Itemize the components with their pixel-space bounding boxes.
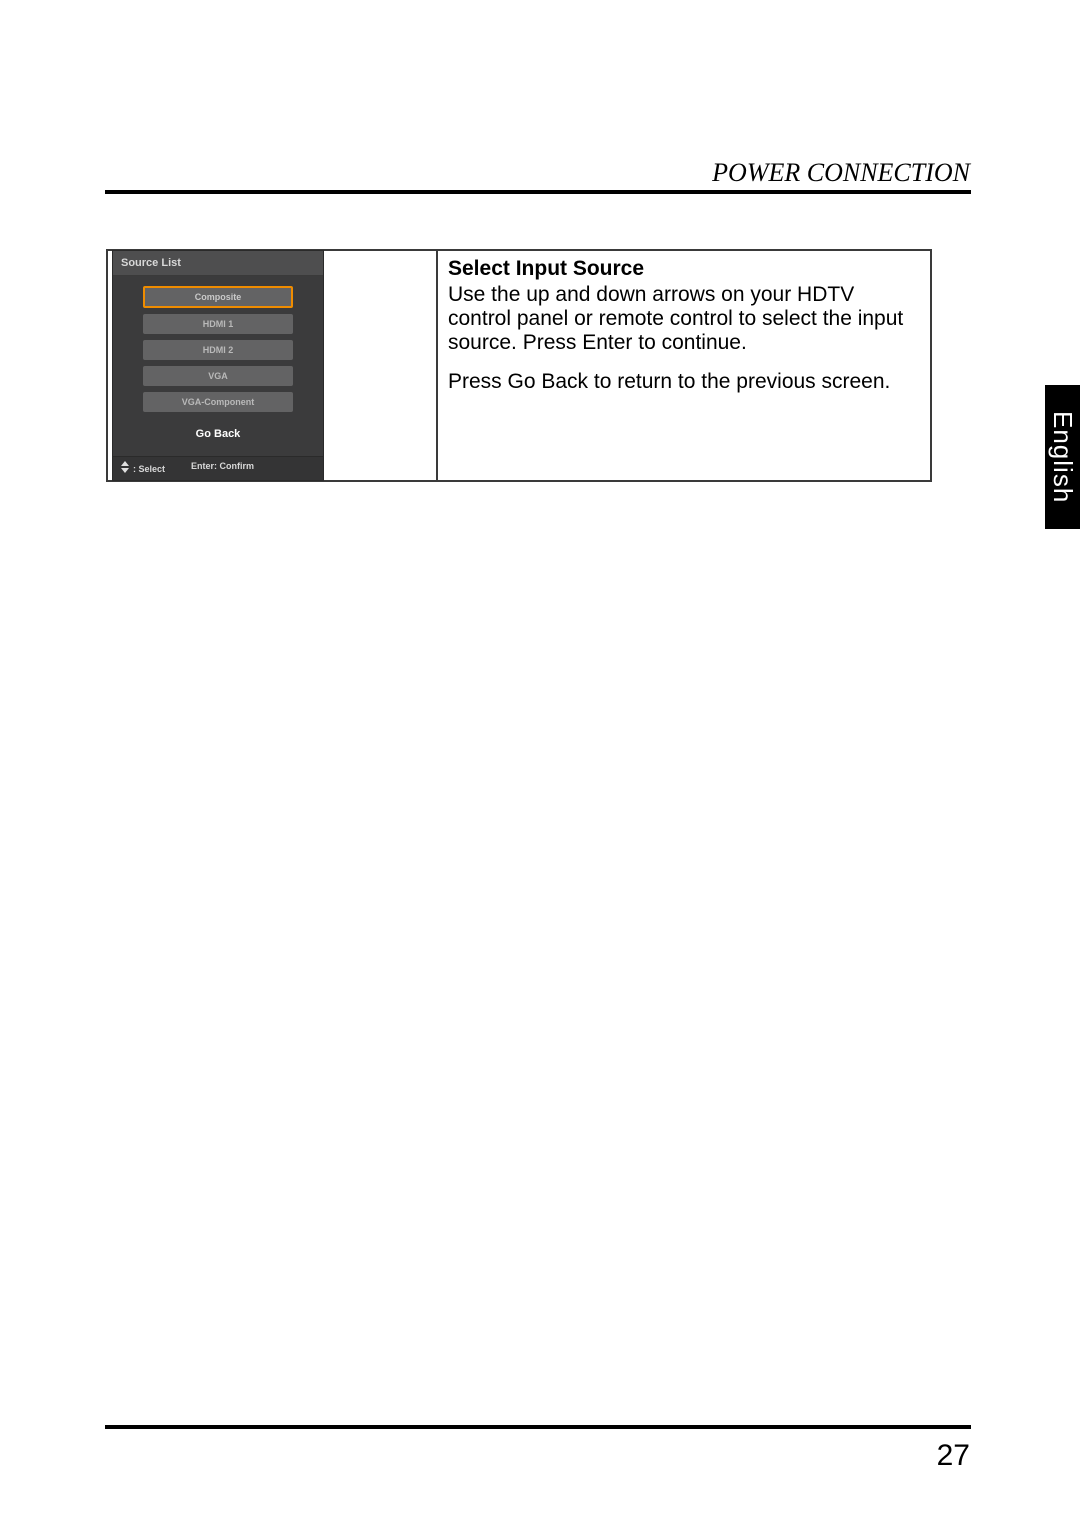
screenshot-cell: Source List Composite HDMI 1 HDMI 2 VGA … bbox=[108, 251, 438, 480]
language-tab-label: English bbox=[1047, 411, 1078, 503]
language-tab: English bbox=[1045, 385, 1080, 529]
instruction-paragraph-2: Press Go Back to return to the previous … bbox=[448, 370, 920, 394]
osd-footer-select: : Select bbox=[121, 461, 165, 476]
osd-footer: : Select Enter: Confirm bbox=[113, 456, 323, 480]
osd-footer-confirm: Enter: Confirm bbox=[191, 461, 254, 476]
osd-item-vga-component[interactable]: VGA-Component bbox=[143, 392, 293, 412]
instruction-heading: Select Input Source bbox=[448, 257, 920, 281]
osd-item-hdmi2[interactable]: HDMI 2 bbox=[143, 340, 293, 360]
updown-icon bbox=[121, 461, 129, 476]
page-number: 27 bbox=[937, 1439, 970, 1473]
osd-item-composite[interactable]: Composite bbox=[143, 286, 293, 308]
osd-title: Source List bbox=[113, 251, 323, 276]
osd-item-hdmi1[interactable]: HDMI 1 bbox=[143, 314, 293, 334]
osd-go-back[interactable]: Go Back bbox=[143, 418, 293, 448]
instruction-cell: Select Input Source Use the up and down … bbox=[438, 251, 930, 480]
osd-item-vga[interactable]: VGA bbox=[143, 366, 293, 386]
section-title: POWER CONNECTION bbox=[712, 158, 970, 188]
content-table: Source List Composite HDMI 1 HDMI 2 VGA … bbox=[106, 249, 932, 482]
footer-rule bbox=[105, 1425, 971, 1429]
header-rule bbox=[105, 190, 971, 194]
osd-body: Composite HDMI 1 HDMI 2 VGA VGA-Componen… bbox=[113, 276, 323, 456]
manual-page: POWER CONNECTION Source List Composite H… bbox=[0, 0, 1080, 1529]
instruction-paragraph-1: Use the up and down arrows on your HDTV … bbox=[448, 283, 920, 355]
osd-footer-select-label: : Select bbox=[133, 464, 165, 474]
source-list-menu: Source List Composite HDMI 1 HDMI 2 VGA … bbox=[112, 250, 324, 481]
